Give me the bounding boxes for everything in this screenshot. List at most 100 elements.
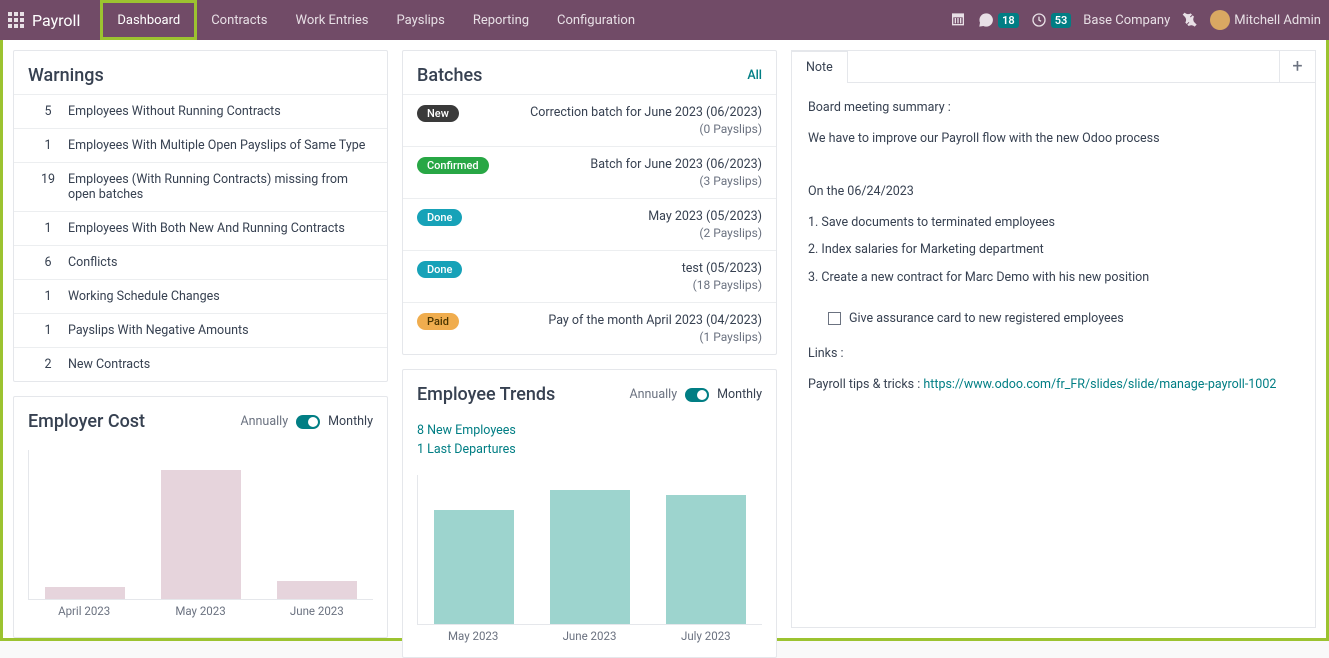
employee-trends-title: Employee Trends	[417, 384, 555, 405]
employee-trends-card: Employee Trends Annually Monthly 8 New E…	[402, 369, 777, 658]
warning-count: 1	[28, 289, 68, 304]
note-tab[interactable]: Note	[791, 51, 848, 83]
toggle-switch-2[interactable]	[685, 388, 709, 402]
user-menu[interactable]: Mitchell Admin	[1210, 10, 1321, 30]
batch-info: test (05/2023) (18 Payslips)	[462, 261, 762, 292]
dashboard: Warnings 5Employees Without Running Cont…	[3, 40, 1326, 638]
batch-name: Pay of the month April 2023 (04/2023)	[459, 313, 762, 328]
bar[interactable]	[434, 510, 514, 624]
employer-cost-chart: April 2023May 2023June 2023	[14, 440, 387, 632]
employee-trends-chart: May 2023June 2023July 2023	[403, 465, 776, 657]
tips-prefix: Payroll tips & tricks :	[808, 377, 923, 392]
warning-text: Working Schedule Changes	[68, 289, 373, 304]
employer-cost-period-toggle[interactable]: Annually Monthly	[240, 414, 373, 429]
note-item: 2. Index salaries for Marketing departme…	[808, 239, 1299, 260]
batch-info: Pay of the month April 2023 (04/2023)(1 …	[459, 313, 762, 344]
warning-row[interactable]: 19Employees (With Running Contracts) mis…	[14, 162, 387, 211]
add-note-button[interactable]: +	[1279, 51, 1315, 82]
warnings-card: Warnings 5Employees Without Running Cont…	[13, 50, 388, 382]
warnings-list: 5Employees Without Running Contracts1Emp…	[14, 94, 387, 381]
company-selector[interactable]: Base Company	[1083, 13, 1170, 28]
warning-row[interactable]: 1Employees With Multiple Open Payslips o…	[14, 128, 387, 162]
warning-text: Employees With Both New And Running Cont…	[68, 221, 373, 236]
batch-row[interactable]: DoneMay 2023 (05/2023)(2 Payslips)	[403, 198, 776, 250]
batch-status-badge: New	[417, 105, 459, 122]
warning-count: 2	[28, 357, 68, 372]
bar[interactable]	[277, 581, 357, 599]
nav-payslips[interactable]: Payslips	[383, 0, 459, 40]
batch-row[interactable]: PaidPay of the month April 2023 (04/2023…	[403, 302, 776, 354]
nav-work-entries[interactable]: Work Entries	[282, 0, 383, 40]
main-nav: Dashboard Contracts Work Entries Payslip…	[100, 0, 649, 40]
note-card: Note + Board meeting summary : We have t…	[791, 50, 1316, 628]
bar-wrap	[273, 450, 361, 599]
note-line: We have to improve our Payroll flow with…	[808, 128, 1299, 149]
note-tabs: Note +	[792, 51, 1315, 83]
nav-dashboard[interactable]: Dashboard	[100, 0, 197, 40]
warning-row[interactable]: 2New Contracts	[14, 347, 387, 381]
bar-wrap	[157, 450, 245, 599]
activities-count: 53	[1051, 13, 1072, 28]
warning-text: Employees Without Running Contracts	[68, 104, 373, 119]
monthly-label: Monthly	[328, 414, 373, 429]
batch-name: May 2023 (05/2023)	[462, 209, 762, 224]
warning-row[interactable]: 5Employees Without Running Contracts	[14, 94, 387, 128]
employee-trends-period-toggle[interactable]: Annually Monthly	[629, 387, 762, 402]
topbar: Payroll Dashboard Contracts Work Entries…	[0, 0, 1329, 40]
warning-text: Employees (With Running Contracts) missi…	[68, 172, 373, 202]
batches-title: Batches	[417, 65, 482, 86]
checkbox-icon[interactable]	[828, 312, 841, 325]
batch-row[interactable]: NewCorrection batch for June 2023 (06/20…	[403, 94, 776, 146]
note-checkbox-row[interactable]: Give assurance card to new registered em…	[828, 308, 1299, 329]
batch-name: test (05/2023)	[462, 261, 762, 276]
nav-reporting[interactable]: Reporting	[459, 0, 543, 40]
annually-label: Annually	[240, 414, 288, 429]
warning-count: 19	[28, 172, 68, 187]
note-body[interactable]: Board meeting summary : We have to impro…	[792, 83, 1315, 420]
bar[interactable]	[550, 490, 630, 624]
batch-sub: (2 Payslips)	[462, 226, 762, 240]
batch-row[interactable]: Donetest (05/2023)(18 Payslips)	[403, 250, 776, 302]
note-line: Board meeting summary :	[808, 97, 1299, 118]
warning-text: New Contracts	[68, 357, 373, 372]
batch-sub: (3 Payslips)	[489, 174, 762, 188]
nav-contracts[interactable]: Contracts	[197, 0, 281, 40]
employee-trend-links: 8 New Employees 1 Last Departures	[403, 413, 776, 465]
batch-row[interactable]: ConfirmedBatch for June 2023 (06/2023)(3…	[403, 146, 776, 198]
warning-row[interactable]: 6Conflicts	[14, 245, 387, 279]
apps-icon[interactable]	[8, 12, 24, 28]
avatar	[1210, 10, 1230, 30]
note-date: On the 06/24/2023	[808, 181, 1299, 202]
toggle-switch[interactable]	[296, 415, 320, 429]
tips-link[interactable]: https://www.odoo.com/fr_FR/slides/slide/…	[923, 377, 1276, 392]
batches-list: NewCorrection batch for June 2023 (06/20…	[403, 94, 776, 354]
bar-wrap	[662, 475, 750, 624]
bar-wrap	[546, 475, 634, 624]
annually-label-2: Annually	[629, 387, 677, 402]
systray-icon[interactable]	[950, 12, 966, 28]
monthly-label-2: Monthly	[717, 387, 762, 402]
nav-configuration[interactable]: Configuration	[543, 0, 649, 40]
batch-sub: (18 Payslips)	[462, 278, 762, 292]
batch-info: Correction batch for June 2023 (06/2023)…	[459, 105, 762, 136]
warning-row[interactable]: 1Payslips With Negative Amounts	[14, 313, 387, 347]
activities-icon[interactable]: 53	[1031, 12, 1072, 28]
bar-wrap	[41, 450, 129, 599]
employer-cost-title: Employer Cost	[28, 411, 145, 432]
user-name: Mitchell Admin	[1234, 13, 1321, 28]
new-employees-link[interactable]: 8 New Employees	[417, 423, 762, 438]
batch-status-badge: Paid	[417, 313, 459, 330]
warning-row[interactable]: 1Employees With Both New And Running Con…	[14, 211, 387, 245]
bar[interactable]	[45, 587, 125, 599]
dashboard-frame: Warnings 5Employees Without Running Cont…	[0, 40, 1329, 641]
batches-card: Batches All NewCorrection batch for June…	[402, 50, 777, 355]
debug-icon[interactable]	[1182, 12, 1198, 28]
bar[interactable]	[161, 470, 241, 599]
topbar-right: 18 53 Base Company Mitchell Admin	[950, 10, 1321, 30]
batches-all-link[interactable]: All	[747, 68, 762, 83]
employer-cost-card: Employer Cost Annually Monthly April 202…	[13, 396, 388, 638]
bar[interactable]	[666, 495, 746, 624]
last-departures-link[interactable]: 1 Last Departures	[417, 442, 762, 457]
messages-icon[interactable]: 18	[978, 12, 1019, 28]
warning-row[interactable]: 1Working Schedule Changes	[14, 279, 387, 313]
